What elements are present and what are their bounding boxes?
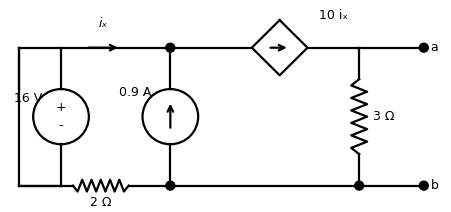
Text: +: +: [56, 101, 66, 114]
Circle shape: [166, 43, 175, 52]
Text: 10 iₓ: 10 iₓ: [319, 9, 348, 22]
Text: -: -: [59, 119, 63, 132]
Text: 2 Ω: 2 Ω: [90, 196, 111, 209]
Text: 0.9 A: 0.9 A: [120, 85, 152, 99]
Text: a: a: [431, 41, 438, 54]
Circle shape: [354, 181, 364, 190]
Text: 3 Ω: 3 Ω: [373, 110, 395, 123]
Circle shape: [419, 181, 428, 190]
Text: iₓ: iₓ: [99, 17, 108, 30]
Circle shape: [166, 181, 175, 190]
Text: 16 V: 16 V: [14, 92, 42, 105]
Text: b: b: [431, 179, 439, 192]
Circle shape: [419, 43, 428, 52]
